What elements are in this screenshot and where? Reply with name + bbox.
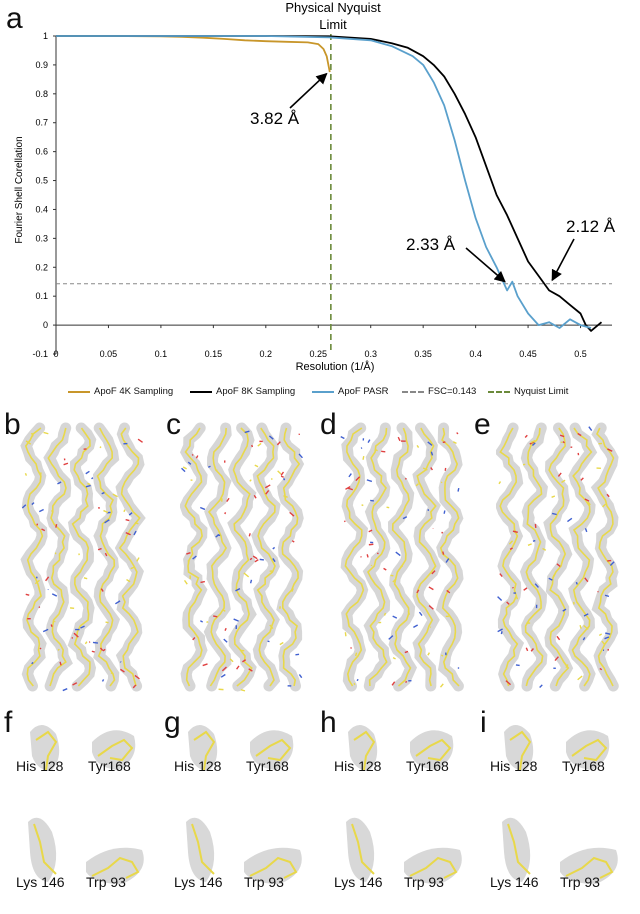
legend-label-fsc: FSC=0.143: [428, 386, 477, 397]
panel-letter-f: f: [4, 706, 13, 739]
y-tick-label: 0.8: [35, 89, 48, 99]
legend-label-nyquist: Nyquist Limit: [514, 386, 569, 397]
y-tick-label: -0.1: [32, 349, 48, 359]
annotation-label: 3.82 Å: [250, 109, 300, 128]
chart-annotations: 3.82 Å 2.33 Å 2.12 Å: [250, 72, 616, 283]
panel-letter-b: b: [4, 408, 21, 441]
legend-label-pasr: ApoF PASR: [338, 386, 389, 397]
panel-letter-c: c: [166, 408, 181, 441]
residue-label-lys146: Lys 146: [490, 874, 539, 890]
residue-label-his128: His 128: [490, 758, 538, 774]
y-tick-label: 0.2: [35, 262, 48, 272]
residue-label-trp93: Trp 93: [404, 874, 444, 890]
legend-item-nyquist: Nyquist Limit: [488, 386, 568, 397]
chart-top-annotation-line1: Physical Nyquist: [285, 0, 381, 15]
legend-swatch-4k: [68, 390, 90, 393]
chart-legend: ApoF 4K Sampling ApoF 8K Sampling ApoF P…: [60, 384, 620, 402]
x-tick-label: 0.15: [205, 349, 223, 359]
chart-top-annotation-line2: Limit: [319, 17, 347, 32]
panel-letter-a: a: [6, 2, 23, 35]
x-tick-label: 0.25: [309, 349, 327, 359]
legend-item-8k: ApoF 8K Sampling: [190, 386, 295, 397]
y-tick-label: 1: [43, 31, 48, 41]
residue-label-lys146: Lys 146: [16, 874, 65, 890]
x-tick-label: 0.45: [519, 349, 537, 359]
annotation-arrow: [289, 72, 328, 109]
residue-label-trp93: Trp 93: [86, 874, 126, 890]
y-tick-label: 0.3: [35, 233, 48, 243]
chart-axes: -0.1 0 0.1 0.2 0.3 0.4 0.5 0.6 0.7 0.8 0.9 1 0 0.05 0.…: [32, 31, 612, 359]
residue-label-tyr168: Tyr168: [562, 758, 605, 774]
density-map-b: [20, 422, 146, 692]
x-tick-label: 0.1: [155, 349, 168, 359]
x-tick-label: 0.2: [260, 349, 273, 359]
legend-swatch-8k: [190, 390, 212, 393]
density-map-e: [496, 422, 619, 692]
x-tick-label: 0.3: [364, 349, 377, 359]
panel-letter-g: g: [164, 706, 181, 739]
residue-label-trp93: Trp 93: [244, 874, 284, 890]
legend-item-fsc: FSC=0.143: [402, 386, 476, 397]
series-line-0: [56, 35, 331, 73]
residue-panel-2: [346, 724, 462, 884]
residue-label-lys146: Lys 146: [174, 874, 223, 890]
panel-letter-d: d: [320, 408, 337, 441]
y-tick-label: 0: [43, 320, 48, 330]
legend-item-pasr: ApoF PASR: [312, 386, 389, 397]
series-line-2: [56, 35, 592, 329]
density-map-d: [340, 422, 464, 692]
legend-item-4k: ApoF 4K Sampling: [68, 386, 173, 397]
y-axis-label: Fourier Shell Corellation: [14, 136, 25, 243]
residue-label-tyr168: Tyr168: [88, 758, 131, 774]
y-tick-label: 0.9: [35, 60, 48, 70]
series-line-1: [56, 35, 603, 332]
residue-label-his128: His 128: [16, 758, 64, 774]
y-tick-label: 0.1: [35, 291, 48, 301]
residue-panel-3: [502, 724, 618, 884]
legend-label-8k: ApoF 8K Sampling: [216, 386, 296, 397]
residue-label-his128: His 128: [334, 758, 382, 774]
legend-swatch-fsc: [402, 390, 424, 393]
annotation-label: 2.12 Å: [566, 217, 616, 236]
panel-letter-h: h: [320, 706, 337, 739]
y-tick-label: 0.5: [35, 176, 48, 186]
residue-label-lys146: Lys 146: [334, 874, 383, 890]
y-tick-label: 0.7: [35, 118, 48, 128]
fsc-chart: -0.1 0 0.1 0.2 0.3 0.4 0.5 0.6 0.7 0.8 0.9 1 0 0.05 0.…: [14, 0, 616, 373]
residue-label-tyr168: Tyr168: [406, 758, 449, 774]
x-tick-label: 0.05: [100, 349, 118, 359]
y-tick-label: 0.4: [35, 204, 48, 214]
legend-swatch-nyquist: [488, 390, 510, 393]
residue-label-his128: His 128: [174, 758, 222, 774]
annotation-arrow: [551, 238, 575, 282]
legend-swatch-pasr: [312, 390, 334, 393]
chart-series: [56, 34, 612, 354]
residue-label-trp93: Trp 93: [560, 874, 600, 890]
annotation-label: 2.33 Å: [406, 235, 456, 254]
residue-panel-0: [28, 724, 144, 884]
density-map-c: [180, 422, 305, 692]
y-tick-label: 0.6: [35, 147, 48, 157]
x-tick-label: 0.4: [469, 349, 482, 359]
panel-letter-i: i: [480, 706, 487, 739]
panel-letter-e: e: [474, 408, 491, 441]
x-axis-label: Resolution (1/Å): [296, 360, 375, 373]
x-tick-label: 0.35: [414, 349, 432, 359]
residue-panel-1: [186, 724, 302, 884]
annotation-arrow: [465, 247, 506, 283]
residue-label-tyr168: Tyr168: [246, 758, 289, 774]
x-tick-label: 0: [53, 349, 58, 359]
x-tick-label: 0.5: [574, 349, 587, 359]
legend-label-4k: ApoF 4K Sampling: [94, 386, 174, 397]
